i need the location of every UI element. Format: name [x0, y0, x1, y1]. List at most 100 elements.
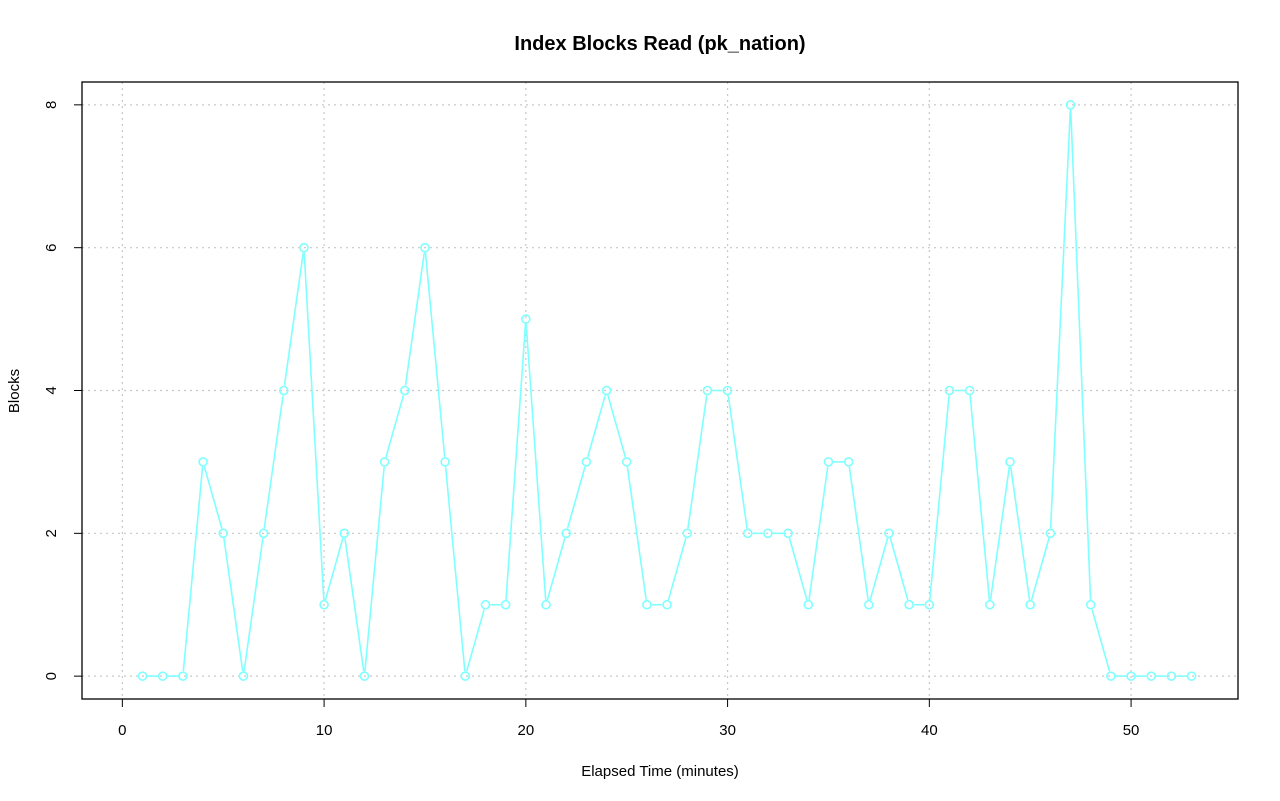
data-point — [299, 242, 309, 253]
x-tick-label: 50 — [1123, 722, 1140, 739]
x-axis: 0 10 20 30 40 50 — [118, 699, 1139, 739]
series-line-segment — [869, 537, 889, 601]
data-point — [581, 457, 592, 467]
data-point — [1065, 100, 1076, 110]
data-point — [379, 457, 390, 467]
data-point — [823, 457, 834, 467]
data-point — [218, 528, 229, 539]
series-line-segment — [303, 252, 325, 600]
y-tick-label: 8 — [43, 101, 60, 109]
y-axis: 0 2 4 6 8 — [43, 101, 82, 680]
x-tick-label: 0 — [118, 722, 126, 739]
data-point — [682, 528, 693, 539]
data-point — [460, 671, 471, 681]
data-point — [137, 671, 148, 681]
data-point — [803, 599, 814, 610]
series-line-segment — [1030, 537, 1050, 601]
data-point — [1186, 671, 1197, 681]
data-point — [399, 385, 410, 396]
y-axis-label: Blocks — [6, 369, 23, 413]
data-point — [843, 457, 854, 467]
data-point — [702, 385, 713, 396]
series-line-segment — [1049, 109, 1072, 529]
x-tick-label: 40 — [921, 722, 938, 739]
data-point — [198, 457, 208, 467]
series-line-segment — [505, 324, 527, 600]
data-point — [1045, 528, 1056, 539]
data-point — [964, 385, 975, 396]
data-point — [480, 599, 491, 610]
data-point — [1085, 599, 1096, 610]
series-line-segment — [223, 538, 244, 672]
series-line-segment — [788, 537, 808, 601]
series-line-segment — [889, 537, 909, 601]
data-point — [601, 385, 612, 396]
series-line-segment — [263, 395, 284, 529]
data-point — [722, 385, 733, 396]
series — [137, 100, 1197, 681]
series-line-segment — [1069, 109, 1092, 600]
data-point — [359, 671, 370, 681]
series-line-segment — [687, 395, 708, 529]
series-line-segment — [607, 395, 627, 458]
series-line-segment — [283, 252, 305, 386]
data-point — [1146, 671, 1157, 681]
series-line-segment — [243, 538, 264, 672]
data-point — [178, 671, 188, 681]
data-point — [258, 528, 269, 539]
series-line-segment — [929, 395, 950, 600]
data-point — [864, 599, 874, 610]
series-line-segment — [848, 466, 869, 600]
data-point — [1025, 599, 1036, 610]
data-point — [278, 385, 289, 396]
y-tick-label: 0 — [43, 672, 60, 680]
x-tick-label: 10 — [316, 722, 333, 739]
data-point — [985, 599, 995, 610]
data-point — [1126, 671, 1136, 681]
series-line-segment — [1091, 609, 1111, 672]
data-point — [763, 528, 773, 539]
y-tick-label: 4 — [43, 386, 60, 394]
data-point — [924, 599, 935, 610]
data-point — [662, 599, 672, 610]
series-line-segment — [385, 395, 405, 458]
series-line-segment — [203, 466, 223, 529]
series-line-segment — [586, 395, 606, 458]
x-tick-label: 30 — [719, 722, 736, 739]
data-point — [642, 599, 652, 610]
chart-title: Index Blocks Read (pk_nation) — [514, 33, 805, 55]
grid — [82, 82, 1238, 699]
series-line-segment — [364, 466, 385, 672]
series-line-segment — [969, 395, 991, 600]
series-line-segment — [344, 538, 365, 672]
series-line-segment — [424, 252, 446, 458]
data-point — [319, 599, 329, 610]
series-line-segment — [182, 466, 204, 672]
series-line-segment — [324, 537, 344, 601]
data-point — [521, 314, 531, 324]
data-point — [1005, 457, 1015, 467]
plot-frame — [81, 81, 1239, 700]
data-point — [621, 457, 632, 467]
x-axis-label: Elapsed Time (minutes) — [581, 763, 739, 780]
series-line-segment — [546, 537, 566, 601]
series-line-segment — [727, 395, 748, 529]
data-point — [440, 457, 450, 467]
y-tick-label: 2 — [43, 529, 60, 537]
data-point — [944, 385, 955, 396]
series-line-segment — [444, 466, 466, 672]
series-line-segment — [1009, 466, 1031, 600]
x-tick-label: 20 — [517, 722, 534, 739]
data-point — [783, 528, 793, 539]
data-point — [884, 528, 894, 539]
data-point — [1106, 671, 1116, 681]
series-line-segment — [667, 537, 687, 601]
data-point — [742, 528, 753, 539]
series-line-segment — [465, 609, 485, 672]
data-point — [157, 671, 168, 681]
series-line-segment — [404, 252, 426, 386]
series-line-segment — [525, 324, 547, 600]
data-point — [561, 528, 571, 539]
data-point — [1166, 671, 1177, 681]
